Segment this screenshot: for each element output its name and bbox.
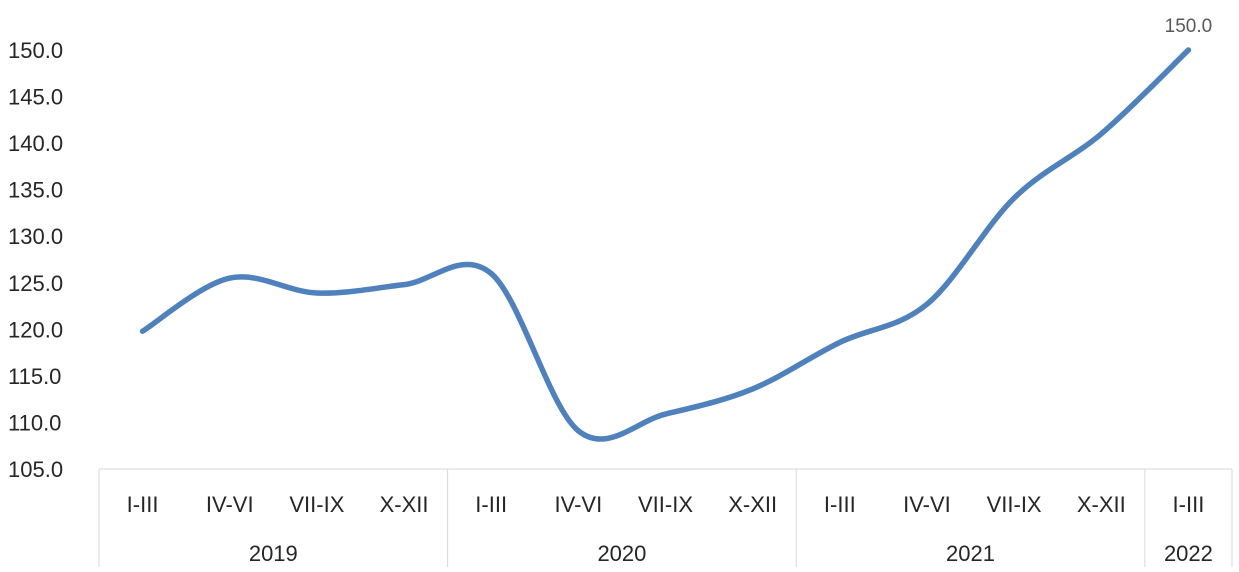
y-tick-label: 120.0 (8, 317, 63, 342)
data-label: 150.0 (1165, 16, 1213, 37)
data-point (314, 290, 320, 296)
y-tick-label: 150.0 (8, 38, 63, 63)
data-point (750, 386, 756, 392)
y-tick-label: 105.0 (8, 457, 63, 482)
y-tick-label: 140.0 (8, 131, 63, 156)
data-point (663, 411, 668, 417)
data-point (1185, 47, 1191, 53)
y-tick-label: 115.0 (8, 364, 61, 389)
series-layer (139, 47, 1192, 442)
data-point (401, 282, 407, 288)
data-point (924, 301, 930, 307)
y-tick-label: 130.0 (8, 224, 63, 249)
x-tick-label: I-III (824, 492, 856, 517)
x-group-label: 2021 (946, 541, 995, 566)
x-tick-label: X-XII (728, 492, 777, 517)
data-point (575, 428, 581, 434)
y-tick-label: 110.0 (8, 410, 61, 435)
x-tick-label: IV-VI (555, 492, 603, 517)
x-tick-label: I-III (1173, 492, 1205, 517)
data-point (227, 275, 233, 281)
x-axis: I-III IV-VI VII-IX X-XII 2019 I-III IV-VI VII-I… (98, 468, 1233, 567)
y-tick-label: 125.0 (8, 271, 63, 296)
data-label-layer: 150.0 (1165, 16, 1213, 37)
x-group-label: 2022 (1164, 541, 1213, 566)
y-tick-label: 135.0 (8, 178, 63, 203)
x-tick-label: I-III (127, 492, 159, 517)
x-tick-label: I-III (475, 492, 507, 517)
data-point (837, 339, 843, 345)
x-tick-label: X-XII (1077, 492, 1126, 517)
x-tick-label: VII-IX (638, 492, 693, 517)
x-group-label: 2019 (249, 541, 298, 566)
data-point (1098, 131, 1104, 137)
x-group-label: 2020 (597, 541, 646, 566)
x-tick-label: X-XII (380, 492, 429, 517)
y-tick-label: 145.0 (8, 85, 63, 110)
data-point (140, 328, 146, 334)
x-tick-label: VII-IX (289, 492, 344, 517)
x-tick-label: IV-VI (903, 492, 951, 517)
data-point (488, 270, 494, 276)
y-axis: 105.0 110.0 115.0 120.0 125.0 130.0 135.0 140.0… (8, 38, 63, 482)
data-point (1011, 195, 1017, 201)
series-line (139, 47, 1192, 442)
x-tick-label: VII-IX (987, 492, 1042, 517)
x-tick-label: IV-VI (206, 492, 254, 517)
